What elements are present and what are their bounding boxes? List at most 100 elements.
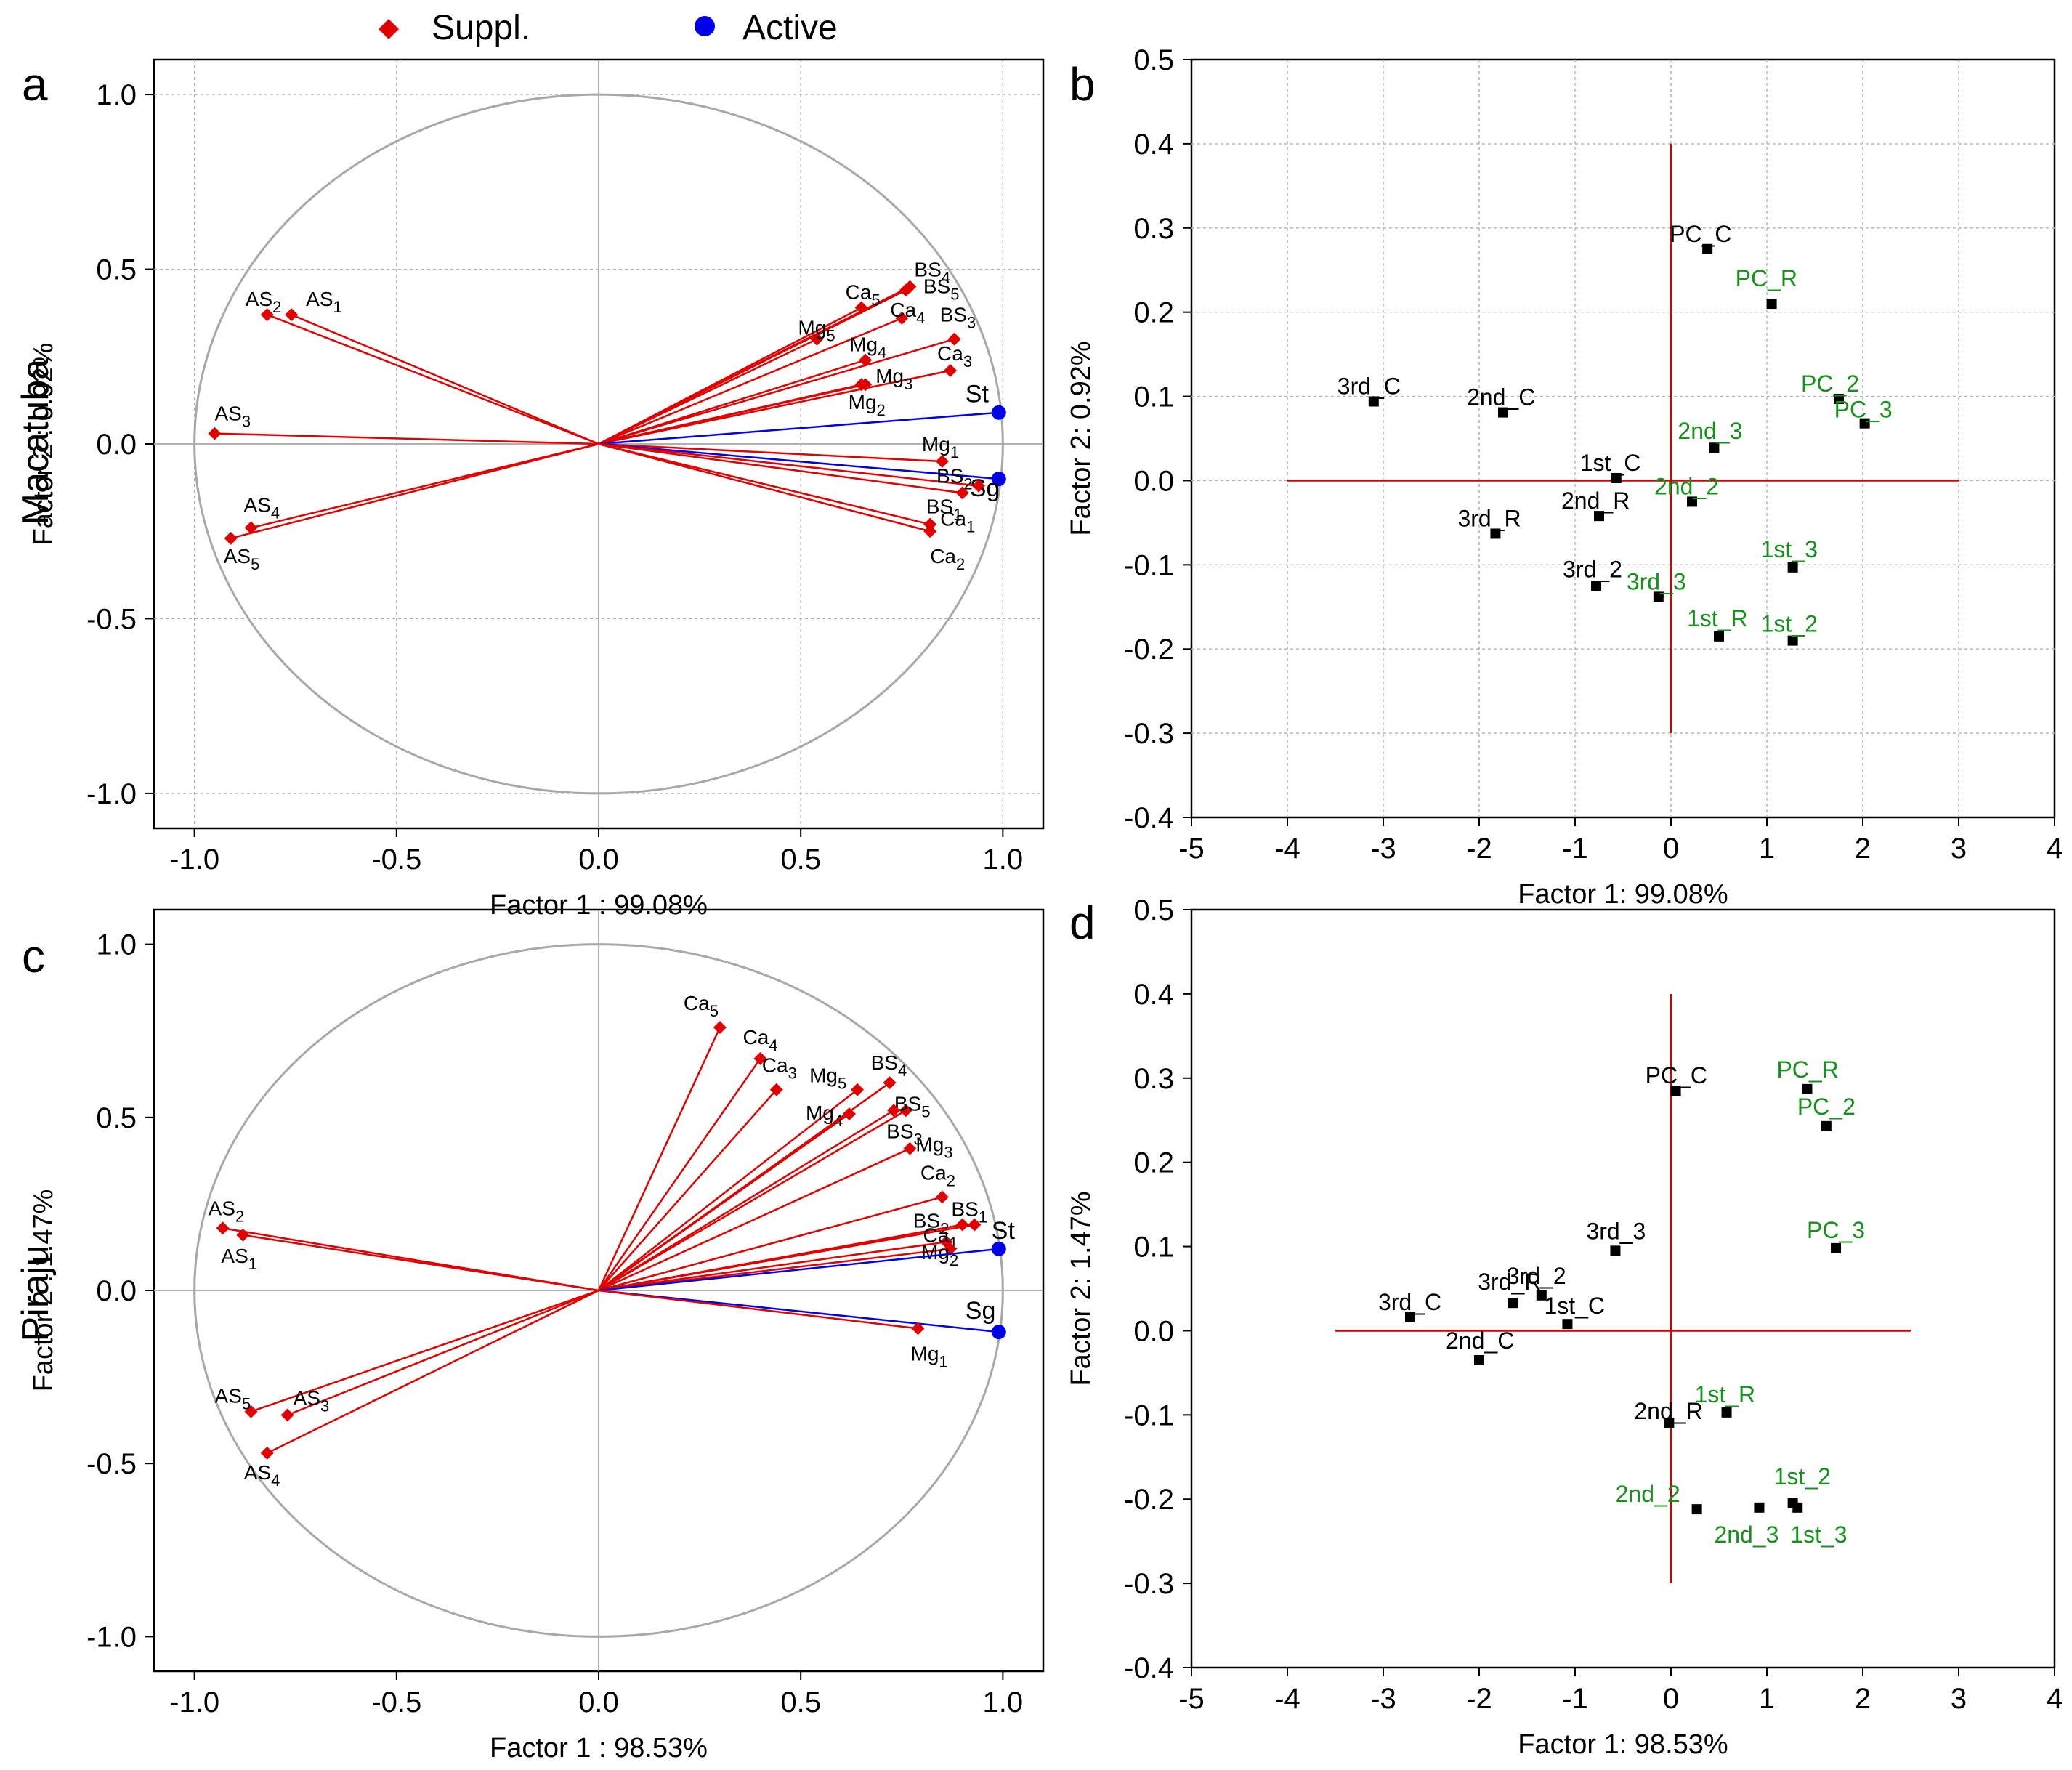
point-label-bs1: BS1: [951, 1197, 987, 1226]
point-label-1st_c: 1st_C: [1580, 450, 1641, 476]
plot-frame: [1190, 58, 2056, 819]
vector-st: [598, 411, 999, 445]
marker-2nd_r: [1664, 1418, 1675, 1428]
panel-letter-c: c: [22, 930, 45, 982]
legend: Suppl. Active: [379, 9, 838, 47]
marker-bs5: [899, 283, 912, 297]
point-label-2nd_3: 2nd_3: [1714, 1522, 1778, 1548]
point-label-pc_2: PC_2: [1801, 371, 1859, 397]
marker-ca3: [769, 1083, 783, 1096]
y-tick-label: 1.0: [96, 79, 137, 111]
x-tick-label: -4: [1274, 1683, 1300, 1715]
point-label-as5: AS5: [215, 1385, 251, 1413]
point-label-mg3: Mg3: [915, 1133, 952, 1162]
point-label-pc_3: PC_3: [1807, 1217, 1865, 1243]
point-label-mg3: Mg3: [875, 365, 912, 393]
x-tick-label: 3: [1951, 833, 1967, 865]
marker-3rd_3: [1653, 591, 1664, 602]
marker-2nd_c: [1474, 1355, 1484, 1366]
point-label-1st_r: 1st_R: [1695, 1381, 1756, 1407]
marker-as5: [224, 531, 238, 545]
y-tick-label: 0.1: [1133, 381, 1174, 413]
point-label-mg4: Mg4: [849, 334, 886, 362]
marker-mg3: [903, 1141, 917, 1155]
point-label-3rd_2: 3rd_2: [1563, 556, 1622, 582]
marker-mg4: [859, 353, 873, 367]
point-label-2nd_3: 2nd_3: [1678, 418, 1742, 444]
point-label-ca5: Ca5: [846, 280, 881, 309]
vector-ca1: [598, 442, 931, 525]
x-tick-label: -2: [1466, 833, 1492, 865]
site-label-piraju: Piraju: [15, 1245, 57, 1342]
marker-mg1: [911, 1322, 925, 1335]
marker-as2: [260, 308, 274, 322]
marker-mg2: [944, 1242, 958, 1256]
point-label-3rd_c: 3rd_C: [1338, 373, 1401, 400]
marker-3rd_c: [1404, 1312, 1415, 1322]
marker-sg: [991, 472, 1006, 487]
x-tick-label: -5: [1178, 833, 1205, 865]
point-label-ca5: Ca5: [684, 992, 719, 1020]
x-tick-label: -5: [1178, 1683, 1205, 1715]
marker-3rd_2: [1591, 581, 1602, 591]
legend-active-label: Active: [742, 9, 838, 47]
vector-bs3: [598, 1110, 894, 1292]
point-label-2nd_2: 2nd_2: [1616, 1481, 1680, 1507]
point-label-ca3: Ca3: [937, 342, 972, 371]
marker-mg2: [854, 378, 868, 392]
vector-mg5: [598, 338, 817, 445]
marker-mg1: [935, 455, 949, 469]
point-label-mg2: Mg2: [921, 1241, 958, 1269]
vector-ca5: [597, 1027, 721, 1291]
marker-pc_3: [1859, 418, 1870, 429]
y-tick-label: -0.5: [86, 603, 137, 635]
vector-ca2: [598, 442, 931, 533]
marker-bs4: [883, 1076, 897, 1090]
point-label-ca1: Ca1: [923, 1224, 958, 1252]
point-label-3rd_c: 3rd_C: [1378, 1289, 1441, 1315]
y-tick-label: -0.5: [86, 1448, 137, 1480]
legend-suppl-marker: [379, 19, 399, 39]
vector-mg4: [598, 359, 866, 445]
marker-pc_2: [1834, 394, 1844, 405]
point-label-2nd_2: 2nd_2: [1654, 473, 1719, 499]
marker-ca4: [753, 1051, 767, 1065]
vector-ca4: [597, 1058, 761, 1291]
y-tick-label: 0.2: [1133, 297, 1174, 329]
marker-1st_2: [1787, 635, 1798, 646]
marker-bs3: [887, 1104, 901, 1118]
x-tick-label: -1: [1562, 1683, 1588, 1715]
point-label-ca4: Ca4: [890, 299, 925, 327]
point-label-2nd_r: 2nd_R: [1561, 488, 1630, 514]
marker-pc_3: [1831, 1242, 1842, 1253]
vector-ca3: [598, 1088, 777, 1291]
point-label-mg2: Mg2: [849, 391, 886, 419]
y-tick-label: -0.3: [1124, 718, 1174, 750]
y-tick-label: -1.0: [86, 778, 137, 810]
marker-3rd_2: [1536, 1290, 1547, 1301]
y-tick-label: 0.0: [1133, 465, 1174, 497]
marker-sg: [991, 1325, 1006, 1340]
point-label-pc_3: PC_3: [1834, 397, 1893, 423]
x-tick-label: 3: [1951, 1683, 1967, 1715]
y-tick-label: 0.5: [96, 1102, 137, 1134]
point-label-bs2: BS2: [913, 1209, 950, 1237]
point-label-st: St: [992, 1217, 1016, 1245]
marker-pc_2: [1821, 1120, 1832, 1131]
point-label-as4: AS4: [244, 1461, 280, 1490]
y-axis-title: Factor 2: 1.47%: [1066, 1191, 1096, 1386]
marker-pc_c: [1670, 1086, 1681, 1096]
point-label-3rd_3: 3rd_3: [1586, 1218, 1646, 1244]
marker-3rd_r: [1508, 1298, 1518, 1309]
vector-sg: [598, 442, 999, 480]
unit-circle: [193, 943, 1004, 1638]
site-label-macatuba: Macatuba: [15, 359, 57, 525]
vector-bs5: [598, 1110, 907, 1292]
x-tick-label: -4: [1274, 833, 1300, 865]
point-label-st: St: [966, 381, 990, 408]
point-label-1st_3: 1st_3: [1790, 1522, 1847, 1548]
vector-as5: [230, 442, 599, 540]
marker-as1: [285, 308, 299, 322]
point-label-2nd_c: 2nd_C: [1446, 1328, 1514, 1354]
